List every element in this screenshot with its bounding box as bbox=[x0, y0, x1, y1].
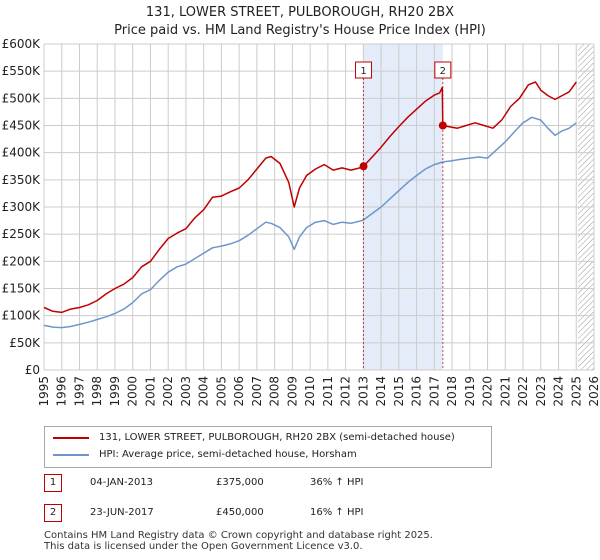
x-tick-label: 2016 bbox=[410, 376, 424, 407]
y-tick-label: £0 bbox=[25, 363, 40, 377]
y-tick-label: £450K bbox=[2, 119, 42, 133]
y-tick-label: £500K bbox=[2, 91, 42, 105]
y-tick-label: £300K bbox=[2, 200, 42, 214]
sale-hpi-change: 16% ↑ HPI bbox=[310, 507, 364, 518]
x-tick-label: 1995 bbox=[37, 376, 51, 407]
x-tick-label: 2014 bbox=[374, 376, 388, 407]
y-tick-label: £600K bbox=[2, 37, 42, 51]
y-tick-label: £150K bbox=[2, 282, 42, 296]
x-tick-label: 2026 bbox=[587, 376, 600, 407]
hpi-line bbox=[43, 116, 577, 329]
chart-title-block: 131, LOWER STREET, PULBOROUGH, RH20 2BX … bbox=[0, 4, 600, 40]
sale-marker-box bbox=[355, 61, 373, 79]
x-tick-label: 1999 bbox=[108, 376, 122, 407]
sale-hpi-change: 36% ↑ HPI bbox=[310, 477, 364, 488]
x-tick-label: 2007 bbox=[250, 376, 264, 407]
x-tick-label: 2020 bbox=[481, 376, 495, 407]
legend-label-property: 131, LOWER STREET, PULBOROUGH, RH20 2BX … bbox=[99, 432, 455, 443]
x-tick-label: 2011 bbox=[321, 376, 335, 407]
x-tick-label: 2006 bbox=[232, 376, 246, 407]
y-tick-label: £200K bbox=[2, 254, 42, 268]
x-tick-label: 2003 bbox=[179, 376, 193, 407]
x-tick-label: 2022 bbox=[516, 376, 530, 407]
legend: 131, LOWER STREET, PULBOROUGH, RH20 2BX … bbox=[44, 426, 492, 468]
legend-swatch-hpi bbox=[53, 454, 89, 456]
y-tick-label: £250K bbox=[2, 227, 42, 241]
sale-point bbox=[438, 121, 447, 130]
x-tick-label: 2023 bbox=[534, 376, 548, 407]
legend-swatch-property bbox=[53, 437, 89, 439]
y-tick-label: £400K bbox=[2, 146, 42, 160]
chart-title: 131, LOWER STREET, PULBOROUGH, RH20 2BX bbox=[145, 5, 455, 20]
x-tick-label: 1996 bbox=[55, 376, 69, 407]
x-tick-label: 2002 bbox=[161, 376, 175, 407]
y-tick-label: £100K bbox=[2, 309, 42, 323]
chart-subtitle: Price paid vs. HM Land Registry's House … bbox=[114, 23, 486, 38]
price-chart: 1 2 £0 £50K £100K £150K £200K £250K £300K £350K £… bbox=[2, 37, 600, 407]
x-tick-label: 2018 bbox=[445, 376, 459, 407]
x-tick-label: 2015 bbox=[392, 376, 406, 407]
y-tick-label: £50K bbox=[9, 336, 41, 350]
x-tick-label: 2024 bbox=[552, 376, 566, 407]
x-tick-label: 2012 bbox=[339, 376, 353, 407]
property-price-line bbox=[43, 81, 577, 314]
x-tick-label: 1997 bbox=[72, 376, 86, 407]
sale-date: 04-JAN-2013 bbox=[90, 477, 154, 488]
x-tick-label: 2021 bbox=[498, 376, 512, 407]
legend-label-hpi: HPI: Average price, semi-detached house,… bbox=[99, 449, 357, 460]
x-tick-label: 2013 bbox=[356, 376, 370, 407]
x-tick-label: 2025 bbox=[569, 376, 583, 407]
sale-price: £375,000 bbox=[216, 477, 264, 488]
x-tick-label: 2000 bbox=[126, 376, 140, 407]
x-tick-label: 2004 bbox=[197, 376, 211, 407]
sale-number-badge: 2 bbox=[44, 504, 62, 522]
sale-price: £450,000 bbox=[216, 507, 264, 518]
x-tick-label: 2008 bbox=[268, 376, 282, 407]
y-tick-label: £550K bbox=[2, 64, 42, 78]
sale-marker-label: 2 bbox=[440, 66, 446, 77]
x-tick-label: 2017 bbox=[427, 376, 441, 407]
sale-point bbox=[359, 162, 368, 171]
x-tick-label: 2009 bbox=[285, 376, 299, 407]
y-tick-label: £350K bbox=[2, 173, 42, 187]
footer-copyright: Contains HM Land Registry data © Crown c… bbox=[44, 530, 433, 541]
footer: Contains HM Land Registry data © Crown c… bbox=[44, 530, 433, 552]
x-tick-label: 2019 bbox=[463, 376, 477, 407]
sale-marker-label: 1 bbox=[360, 66, 366, 77]
x-tick-label: 2010 bbox=[303, 376, 317, 407]
footer-licence: This data is licensed under the Open Gov… bbox=[44, 541, 363, 552]
x-tick-label: 1998 bbox=[90, 376, 104, 407]
sale-row: 2 23-JUN-2017 £450,000 16% ↑ HPI bbox=[44, 502, 544, 524]
sale-marker-box bbox=[434, 61, 452, 79]
sale-number-badge: 1 bbox=[44, 474, 62, 492]
sale-row: 1 04-JAN-2013 £375,000 36% ↑ HPI bbox=[44, 472, 544, 494]
x-tick-label: 2005 bbox=[214, 376, 228, 407]
x-tick-label: 2001 bbox=[143, 376, 157, 407]
sale-date: 23-JUN-2017 bbox=[90, 507, 154, 518]
